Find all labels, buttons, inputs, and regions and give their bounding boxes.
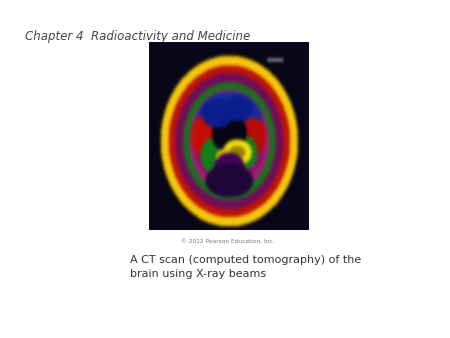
- Text: Chapter 4  Radioactivity and Medicine: Chapter 4 Radioactivity and Medicine: [25, 30, 250, 43]
- Text: © 2012 Pearson Education, Inc.: © 2012 Pearson Education, Inc.: [180, 238, 274, 243]
- Text: A CT scan (computed tomography) of the
brain using X-ray beams: A CT scan (computed tomography) of the b…: [130, 255, 362, 279]
